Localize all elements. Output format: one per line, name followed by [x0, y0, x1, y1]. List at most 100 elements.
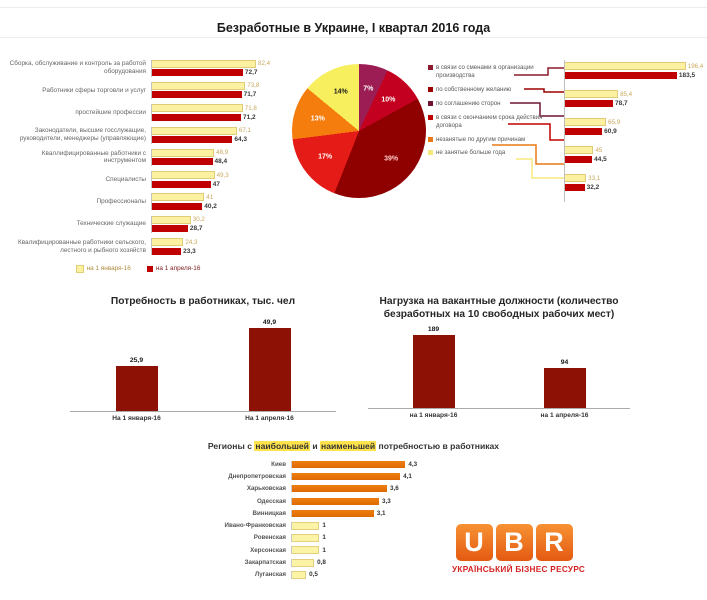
region-label: Закарпатская — [244, 559, 286, 567]
pie-slice-label: 10% — [381, 96, 396, 104]
bar-line: 49,3 — [152, 171, 272, 180]
january-bar — [152, 148, 215, 157]
bar-line: 72,7 — [152, 69, 272, 77]
value-label: 4,1 — [403, 472, 412, 480]
region-label: Киев — [271, 460, 286, 468]
april-bar — [152, 202, 203, 210]
bar-line: 40,2 — [152, 202, 272, 210]
reasons-bars: 196,4 183,5 85,4 78,7 65,9 60,9 45 44,5 33,1 32,2 — [564, 60, 703, 202]
regions-chart: Киев 4,3 Днепропетровская 4,1 Харьковская 3,6… — [150, 458, 480, 581]
occupation-row: Сборка, обслуживание и контроль за работ… — [4, 57, 272, 79]
bar-line: 73,8 — [152, 81, 272, 90]
pie-slice-label: 39% — [384, 155, 399, 163]
april-bar — [565, 155, 593, 163]
occupation-bars: 67,1 64,3 — [151, 126, 272, 144]
reasons-chart: в связи со сменами в организации произво… — [428, 58, 707, 202]
april-bar — [152, 225, 188, 233]
x-axis-label: на 1 января-16 — [409, 411, 458, 419]
reasons-legend-item: не занятые больше года — [428, 149, 554, 157]
occupation-bars: 49,3 47 — [151, 171, 272, 189]
occupation-row: Кваллифицированные работники с инструмен… — [4, 146, 272, 168]
reason-bar-pair: 65,9 60,9 — [565, 118, 690, 135]
region-label: Одесская — [257, 497, 286, 505]
reason-bar-pair: 33,1 32,2 — [565, 174, 690, 191]
page-title: Безработные в Украине, I квартал 2016 го… — [216, 21, 491, 35]
april-swatch — [146, 265, 153, 272]
region-bar-area: 1 — [291, 546, 412, 555]
region-bar-area: 4,1 — [291, 472, 412, 480]
value-label: 47 — [212, 180, 220, 188]
x-axis-label: на 1 апреля-16 — [540, 411, 589, 419]
bar-line: 23,3 — [152, 247, 272, 255]
occupation-label: Сборка, обслуживание и контроль за работ… — [9, 60, 146, 76]
region-label: Харьковская — [246, 485, 286, 493]
region-label: Ивано-Франковская — [224, 522, 286, 530]
demand-x-axis: На 1 января-16 На 1 апреля-16 — [70, 415, 336, 422]
region-bar — [292, 521, 320, 530]
bar-line: 71,8 — [152, 104, 272, 113]
region-bar — [292, 533, 320, 542]
value-label: 48,4 — [214, 158, 228, 166]
bar-line: 48,9 — [152, 148, 272, 157]
occupation-label: Работники сферы торговли и услуг — [42, 86, 146, 94]
title-text: Регионы с — [207, 441, 255, 451]
value-label: 60,9 — [604, 127, 617, 135]
region-bar-area: 4,3 — [291, 460, 417, 468]
january-bar — [152, 59, 256, 68]
region-bar — [292, 558, 315, 567]
january-bar — [152, 238, 184, 247]
pie-slice-label: 14% — [333, 88, 348, 96]
region-bar-area: 3,1 — [291, 509, 412, 517]
occupation-row: Работники сферы торговли и услуг 73,8 71,7 — [4, 79, 272, 101]
april-bar — [152, 136, 233, 144]
occupation-row: простейшие профессии 71,8 71,2 — [4, 102, 272, 124]
region-row: Харьковская 3,6 — [150, 483, 480, 495]
value-label: 3,6 — [389, 485, 399, 493]
region-bar — [292, 546, 320, 555]
occupation-label: Технические служащие — [76, 220, 146, 228]
reasons-legend-item: в связи с окончанием срока действия дого… — [428, 114, 554, 130]
legend-label: по соглашению сторон — [436, 99, 501, 107]
title-text: потребностью в работниках — [376, 441, 500, 451]
value-label: 82,4 — [258, 60, 271, 68]
april-bar — [152, 113, 241, 121]
region-bar — [292, 472, 401, 480]
region-row: Одесская 3,3 — [150, 495, 480, 507]
occupation-bars: 73,8 71,7 — [151, 81, 272, 99]
value-label: 4,3 — [408, 460, 418, 468]
region-bar — [292, 460, 406, 468]
value-label: 1 — [322, 546, 326, 554]
bar-line: 78,7 — [565, 99, 690, 107]
region-label: Ровенская — [253, 534, 286, 542]
bar-line: 30,2 — [152, 215, 272, 224]
value-label: 0,5 — [309, 571, 318, 579]
occupation-bars: 30,2 28,7 — [151, 215, 272, 233]
region-row: Ровенская 1 — [150, 532, 480, 544]
legend-label: в связи с окончанием срока действия дого… — [436, 113, 543, 129]
region-label: Винницкая — [252, 509, 286, 517]
value-label: 65,9 — [608, 118, 621, 126]
highlight-smallest: наименьшей — [320, 441, 377, 451]
bar-line: 24,3 — [152, 238, 272, 247]
region-bar — [292, 509, 374, 517]
occupation-bars: 41 40,2 — [151, 193, 272, 211]
legend-label: на 1 января-16 — [86, 265, 131, 273]
bar-line: 41 — [152, 193, 272, 202]
value-label: 32,2 — [586, 183, 600, 191]
bar-line: 67,1 — [152, 126, 272, 135]
occupation-label: Специалисты — [105, 175, 146, 183]
value-label: 33,1 — [588, 174, 601, 182]
reason-bar-pair: 85,4 78,7 — [565, 90, 690, 107]
april-bar — [152, 158, 213, 166]
legend-swatch — [428, 100, 433, 106]
occupation-label: простейшие профессии — [75, 108, 146, 116]
january-bar — [565, 62, 686, 70]
value-label: 30,2 — [192, 216, 205, 224]
occupations-chart: Сборка, обслуживание и контроль за работ… — [4, 57, 272, 273]
legend-swatch — [428, 136, 433, 142]
legend-swatch — [428, 65, 433, 70]
value-label: 64,3 — [234, 136, 248, 144]
value-label: 23,3 — [183, 247, 196, 255]
january-bar — [152, 104, 243, 113]
bar-slot: 49,9 — [240, 319, 300, 411]
